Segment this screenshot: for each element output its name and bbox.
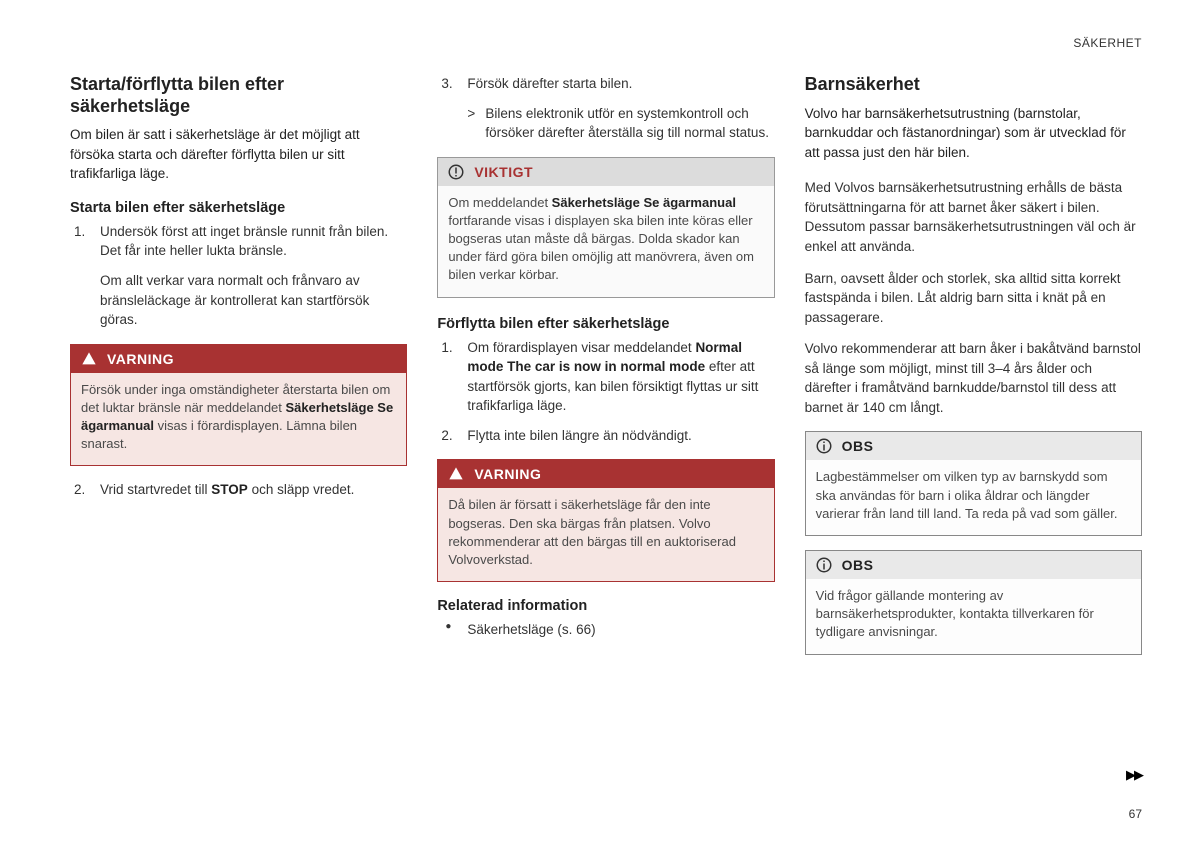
li2-b: och släpp vredet. (248, 482, 355, 497)
info-circle-icon (814, 437, 834, 455)
warning-header: VARNING (438, 460, 773, 488)
col3-lead: Volvo har barnsäkerhetsutrustning (barns… (805, 104, 1142, 163)
section-header: SÄKERHET (70, 36, 1142, 50)
obs-body: Vid frågor gällande montering av barnsäk… (806, 579, 1141, 654)
warning-title: VARNING (107, 351, 174, 367)
warning-title: VARNING (474, 466, 541, 482)
col3-p1: Med Volvos barnsäkerhetsutrustning erhål… (805, 178, 1142, 256)
imp-a: Om meddelandet (448, 195, 551, 210)
col1-list-cont: Vrid startvredet till STOP och släpp vre… (70, 480, 407, 500)
col1-lead: Om bilen är satt i säkerhetsläge är det … (70, 125, 407, 184)
chevron-item: Bilens elektronik utför en systemkontrol… (437, 104, 774, 143)
obs-title: OBS (842, 557, 874, 573)
li-text: Undersök först att inget bränsle runnit … (100, 224, 388, 259)
important-body: Om meddelandet Säkerhetsläge Se ägarmanu… (438, 186, 773, 297)
list-item: Undersök först att inget bränsle runnit … (70, 222, 407, 330)
list-item: Försök därefter starta bilen. (437, 74, 774, 94)
list-item: Om förardisplayen visar meddelandet Norm… (437, 338, 774, 416)
col1-heading: Starta/förflytta bilen efter säkerhetslä… (70, 74, 407, 117)
li3-text: Försök därefter starta bilen. (467, 76, 632, 91)
related-heading: Relaterad information (437, 598, 774, 614)
warning-triangle-icon (79, 350, 99, 368)
warning-box: VARNING Försök under inga omständigheter… (70, 344, 407, 467)
info-circle-icon (814, 556, 834, 574)
important-box: VIKTIGT Om meddelandet Säkerhetsläge Se … (437, 157, 774, 298)
col1-subheading-a: Starta bilen efter säkerhetsläge (70, 200, 407, 216)
obs-title: OBS (842, 438, 874, 454)
imp-b: fortfarande visas i displayen ska bilen … (448, 213, 754, 283)
warning-body: Då bilen är försatt i säkerhetsläge får … (438, 488, 773, 581)
important-title: VIKTIGT (474, 164, 533, 180)
list-item: Vrid startvredet till STOP och släpp vre… (70, 480, 407, 500)
column-2: Försök därefter starta bilen. Bilens ele… (437, 74, 774, 669)
warning-box-2: VARNING Då bilen är försatt i säkerhetsl… (437, 459, 774, 582)
col3-heading: Barnsäkerhet (805, 74, 1142, 96)
col3-p2: Barn, oavsett ålder och storlek, ska all… (805, 269, 1142, 328)
col2-subheading: Förflytta bilen efter säkerhetsläge (437, 316, 774, 332)
related-item: Säkerhetsläge (s. 66) (437, 620, 774, 640)
obs-box-1: OBS Lagbestämmelser om vilken typ av bar… (805, 431, 1142, 536)
exclamation-circle-icon (446, 163, 466, 181)
column-3: Barnsäkerhet Volvo har barnsäkerhetsutru… (805, 74, 1142, 669)
content-columns: Starta/förflytta bilen efter säkerhetslä… (70, 74, 1142, 669)
col1-list: Undersök först att inget bränsle runnit … (70, 222, 407, 330)
continuation-arrows-icon: ▶▶ (1126, 767, 1142, 783)
column-1: Starta/förflytta bilen efter säkerhetslä… (70, 74, 407, 669)
c2li1-a: Om förardisplayen visar meddelandet (467, 340, 695, 355)
warning-triangle-icon (446, 465, 466, 483)
li2-bold: STOP (211, 482, 248, 497)
warning-header: VARNING (71, 345, 406, 373)
obs-header: OBS (806, 432, 1141, 460)
obs-header: OBS (806, 551, 1141, 579)
c2li2: Flytta inte bilen längre än nödvändigt. (467, 428, 691, 443)
obs-body: Lagbestämmelser om vilken typ av barnsky… (806, 460, 1141, 535)
page-number: 67 (1129, 807, 1142, 821)
col2-list: Om förardisplayen visar meddelandet Norm… (437, 338, 774, 446)
li-sub-text: Om allt verkar vara normalt och frånvaro… (100, 271, 407, 330)
list-item: Flytta inte bilen längre än nödvändigt. (437, 426, 774, 446)
li2-a: Vrid startvredet till (100, 482, 211, 497)
important-header: VIKTIGT (438, 158, 773, 186)
col2-list-top: Försök därefter starta bilen. (437, 74, 774, 94)
imp-bold: Säkerhetsläge Se ägarmanual (552, 195, 736, 210)
col3-p3: Volvo rekommenderar att barn åker i bakå… (805, 339, 1142, 417)
warning-body: Försök under inga omständigheter återsta… (71, 373, 406, 466)
obs-box-2: OBS Vid frågor gällande montering av bar… (805, 550, 1142, 655)
